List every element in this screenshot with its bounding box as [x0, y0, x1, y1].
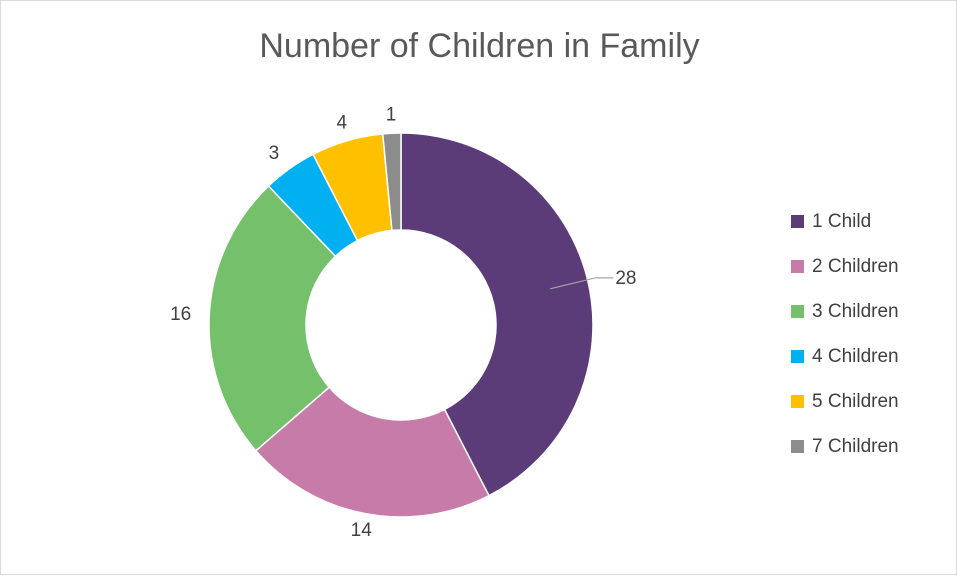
legend-label: 7 Children	[812, 435, 899, 457]
legend-swatch	[791, 215, 804, 228]
legend-item-3-children: 3 Children	[791, 289, 899, 334]
legend-swatch	[791, 260, 804, 273]
leader-line-1-child	[550, 277, 614, 290]
data-label-3-children: 16	[170, 304, 191, 325]
legend-label: 1 Child	[812, 210, 872, 232]
legend-label: 3 Children	[812, 300, 899, 322]
legend-label: 5 Children	[812, 390, 899, 412]
leader-lines	[550, 277, 614, 290]
legend-swatch	[791, 395, 804, 408]
data-labels: 28 14 16 3 4 1	[170, 104, 636, 541]
legend-item-7-children: 7 Children	[791, 424, 899, 469]
chart-title: Number of Children in Family	[259, 27, 700, 65]
slice-3-children	[208, 184, 337, 452]
legend-item-5-children: 5 Children	[791, 379, 899, 424]
legend: 1 Child 2 Children 3 Children 4 Children 5 C…	[791, 199, 899, 469]
legend-swatch	[791, 350, 804, 363]
data-label-1-child: 28	[615, 268, 636, 289]
legend-item-1-child: 1 Child	[791, 199, 899, 244]
legend-label: 4 Children	[812, 345, 899, 367]
slice-2-children	[254, 386, 490, 518]
data-label-7-children: 1	[386, 104, 397, 125]
legend-label: 2 Children	[812, 255, 899, 277]
data-label-5-children: 4	[337, 113, 348, 134]
slice-1-child	[400, 132, 594, 497]
slice-7-children	[381, 132, 402, 232]
legend-item-4-children: 4 Children	[791, 334, 899, 379]
legend-item-2-children: 2 Children	[791, 244, 899, 289]
data-label-4-children: 3	[269, 143, 280, 164]
donut-slices	[208, 132, 594, 518]
legend-swatch	[791, 440, 804, 453]
legend-swatch	[791, 305, 804, 318]
data-label-2-children: 14	[351, 520, 373, 541]
